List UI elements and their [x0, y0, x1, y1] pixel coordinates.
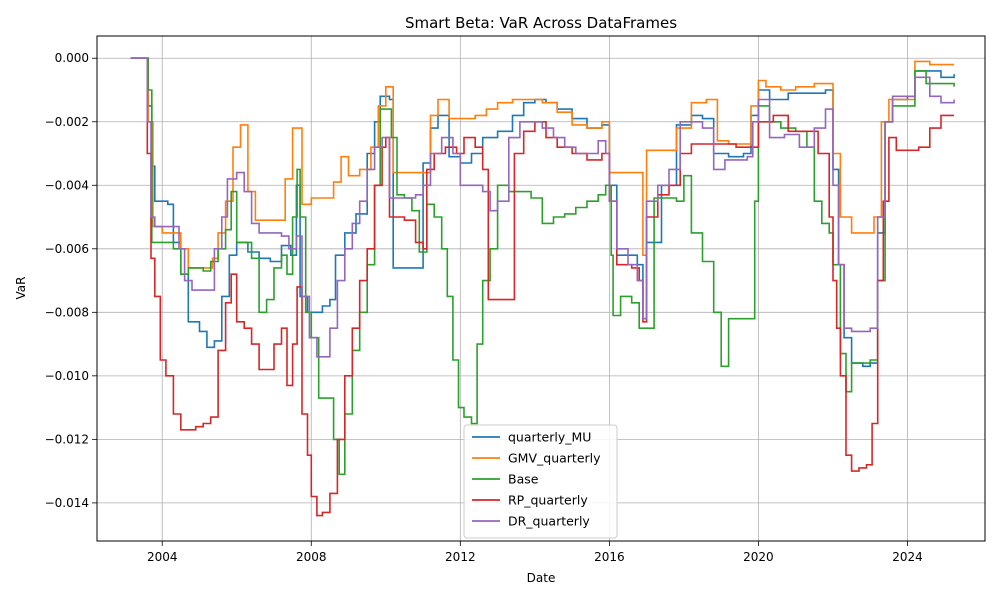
series-line-rp-quarterly [130, 57, 955, 517]
series-line-dr-quarterly [130, 57, 955, 358]
legend-label: DR_quarterly [508, 514, 590, 529]
legend-label: RP_quarterly [508, 493, 588, 508]
series-lines [130, 57, 955, 517]
legend: quarterly_MU GMV_quarterly Base RP_quarterl… [463, 424, 618, 539]
legend-box [463, 424, 618, 539]
x-tick-label: 2024 [892, 550, 923, 564]
y-tick-label: −0.012 [45, 432, 89, 446]
legend-label: quarterly_MU [508, 430, 591, 445]
y-tick-label: −0.010 [45, 369, 89, 383]
series-line-quarterly-mu [130, 57, 955, 368]
x-tick-label: 2020 [743, 550, 774, 564]
x-tick-label: 2004 [147, 550, 178, 564]
y-tick-label: −0.004 [45, 178, 89, 192]
y-tick-label: 0.000 [55, 51, 89, 65]
plot-frame [96, 35, 986, 542]
series-line-gmv-quarterly [130, 57, 955, 269]
y-tick-label: −0.006 [45, 242, 89, 256]
x-tick-label: 2012 [445, 550, 476, 564]
x-tick-label: 2008 [296, 550, 327, 564]
y-tick-label: −0.008 [45, 305, 89, 319]
x-tick-label: 2016 [594, 550, 625, 564]
axis-ticks: 2004 2008 2012 2016 2020 2024 −0.014 −0.012 −0.0… [45, 51, 923, 564]
x-axis-label: Date [527, 571, 556, 585]
chart-title: Smart Beta: VaR Across DataFrames [405, 14, 677, 32]
y-tick-label: −0.002 [45, 115, 89, 129]
legend-label: GMV_quarterly [508, 451, 601, 466]
y-tick-label: −0.014 [45, 496, 89, 510]
y-axis-label: VaR [14, 277, 28, 300]
legend-label: Base [508, 472, 539, 487]
